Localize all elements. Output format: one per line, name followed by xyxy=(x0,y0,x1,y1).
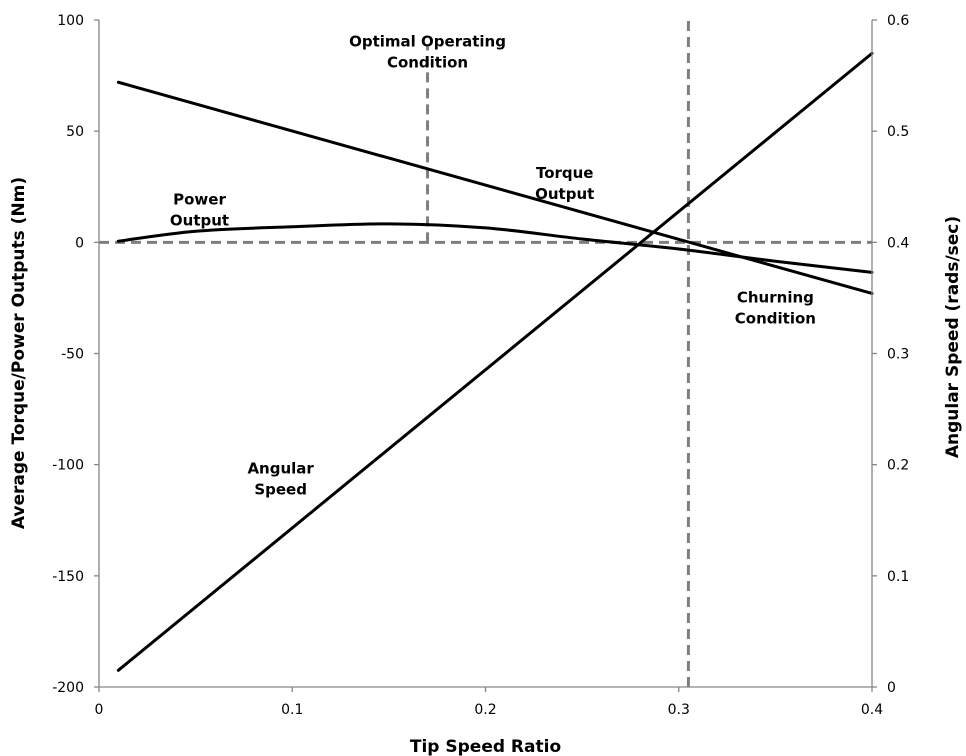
annotation-label: Output xyxy=(170,212,229,230)
y-right-tick-label: 0.2 xyxy=(887,458,909,474)
x-tick-label: 0.4 xyxy=(861,702,883,718)
x-tick-label: 0.1 xyxy=(281,702,303,718)
y-left-tick-label: -100 xyxy=(52,458,84,474)
annotation-label: Speed xyxy=(254,481,307,499)
series-layer xyxy=(116,51,874,672)
annotation-label: Condition xyxy=(387,54,468,72)
y-right-tick-label: 0.3 xyxy=(887,347,909,363)
annotation-label: Churning xyxy=(737,288,814,306)
x-tick-label: 0.2 xyxy=(474,702,496,718)
y-left-tick-label: 50 xyxy=(66,124,84,140)
axes xyxy=(98,20,873,688)
annotation-label: Power xyxy=(173,191,226,209)
x-tick-label: 0.3 xyxy=(668,702,690,718)
y-left-tick-label: 100 xyxy=(57,13,84,29)
y-left-tick-label: -150 xyxy=(52,569,84,585)
tick-labels: 0 0.1 0.2 0.3 0.4 100 50 0 -50 -100 -150 -200 0.6 0.5… xyxy=(52,13,909,718)
annotation-label: Angular xyxy=(247,460,314,478)
y-left-tick-label: -200 xyxy=(52,680,84,696)
reference-lines xyxy=(99,20,872,687)
y-right-tick-label: 0.1 xyxy=(887,569,909,585)
annotations: Optimal Operating Condition Torque Output Po… xyxy=(170,33,816,499)
y-axis-right-title: Angular Speed (rads/sec) xyxy=(943,216,963,458)
series-line-0 xyxy=(116,80,874,295)
y-right-tick-label: 0 xyxy=(887,680,896,696)
annotation-label: Torque xyxy=(536,164,594,182)
x-tick-label: 0 xyxy=(95,702,104,718)
y-right-tick-label: 0.5 xyxy=(887,124,909,140)
annotation-label: Optimal Operating xyxy=(349,33,506,51)
y-axis-left-title: Average Torque/Power Outputs (Nm) xyxy=(9,177,29,529)
y-right-tick-label: 0.4 xyxy=(887,235,909,251)
y-left-tick-label: -50 xyxy=(61,347,84,363)
y-left-tick-label: 0 xyxy=(75,235,84,251)
annotation-label: Condition xyxy=(735,309,816,327)
x-axis-title: Tip Speed Ratio xyxy=(410,737,561,756)
annotation-label: Output xyxy=(535,185,594,203)
series-line-1 xyxy=(116,222,874,274)
y-right-tick-label: 0.6 xyxy=(887,13,909,29)
series-line-2 xyxy=(116,51,874,672)
